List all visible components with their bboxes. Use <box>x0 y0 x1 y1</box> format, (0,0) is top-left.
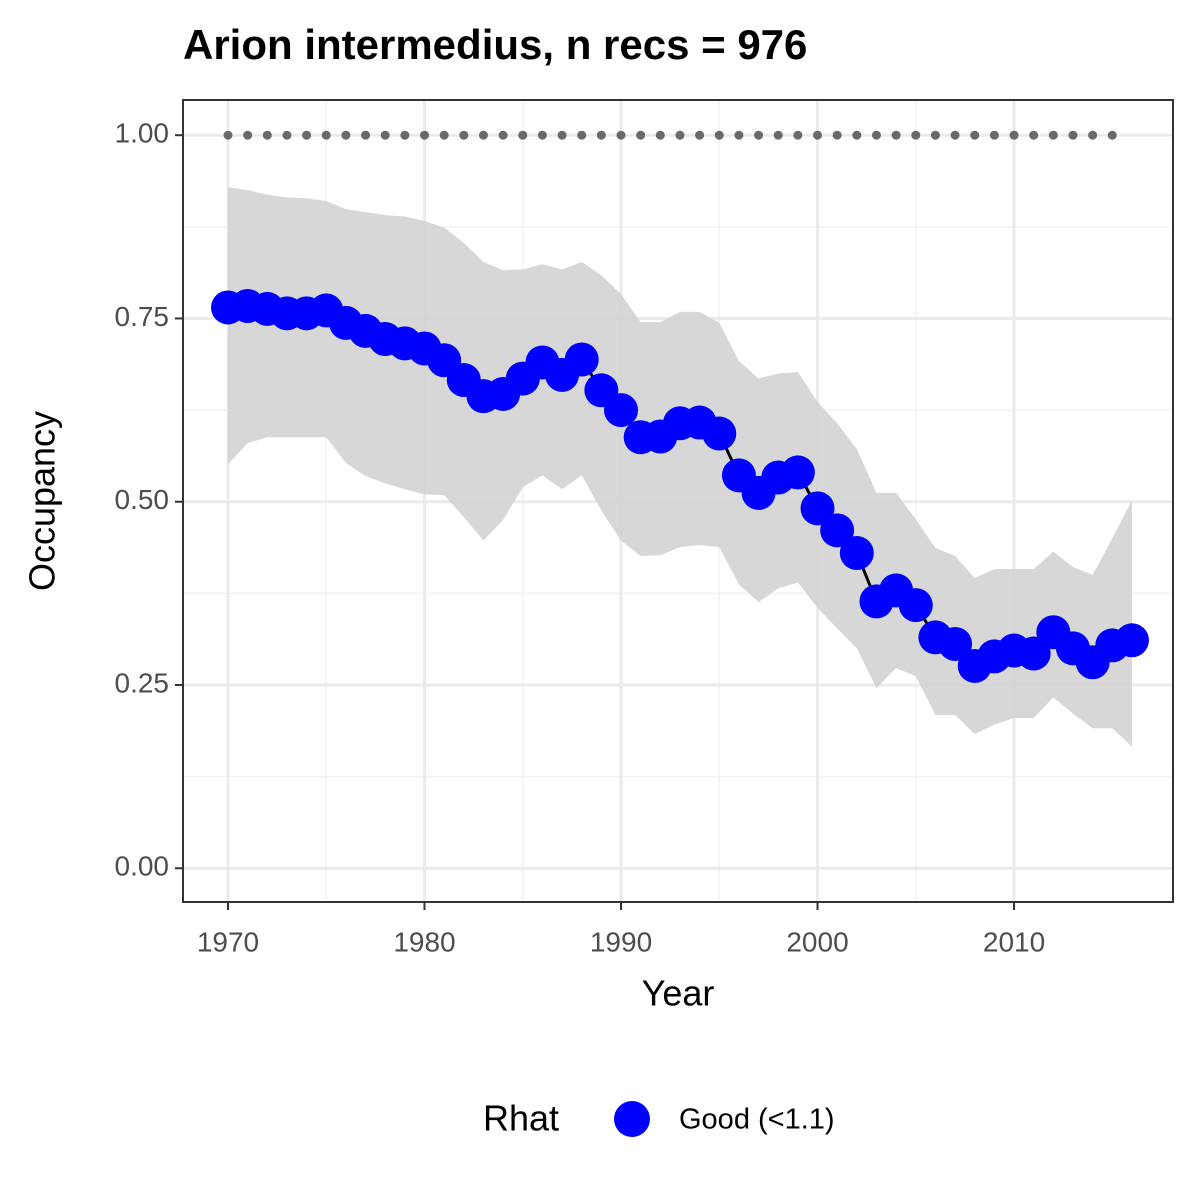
reference-dot <box>970 130 980 140</box>
reference-dot <box>596 130 606 140</box>
plot-border <box>182 99 1174 903</box>
reference-dot <box>655 130 665 140</box>
reference-dot <box>734 130 744 140</box>
reference-dot <box>1107 130 1117 140</box>
legend-title: Rhat <box>483 1098 559 1139</box>
reference-dot <box>439 130 449 140</box>
reference-dot <box>400 130 410 140</box>
reference-dot <box>793 130 803 140</box>
reference-dot <box>282 130 292 140</box>
y-axis-label: Occupancy <box>22 411 63 591</box>
reference-dot <box>498 130 508 140</box>
reference-dot <box>478 130 488 140</box>
reference-dot <box>636 130 646 140</box>
reference-dot <box>950 130 960 140</box>
data-point <box>839 536 874 571</box>
reference-dot <box>518 130 528 140</box>
x-tick-label: 1970 <box>197 926 259 957</box>
reference-dot <box>380 130 390 140</box>
data-point <box>800 491 835 526</box>
reference-dot <box>1048 130 1058 140</box>
reference-dot <box>341 130 351 140</box>
reference-dot <box>773 130 783 140</box>
data-point <box>604 393 639 428</box>
reference-dot <box>557 130 567 140</box>
x-tick-label: 2010 <box>983 926 1045 957</box>
reference-dot <box>871 130 881 140</box>
reference-dot <box>361 130 371 140</box>
reference-dot <box>243 130 253 140</box>
data-point <box>1114 623 1149 658</box>
chart-title: Arion intermedius, n recs = 976 <box>183 21 807 68</box>
reference-dot <box>1009 130 1019 140</box>
data-point <box>564 342 599 377</box>
reference-dot <box>459 130 469 140</box>
x-tick-label: 1990 <box>590 926 652 957</box>
y-tick-label: 0.75 <box>115 301 170 332</box>
reference-dot <box>911 130 921 140</box>
reference-dot <box>616 130 626 140</box>
data-point <box>780 455 815 490</box>
y-tick-label: 0.50 <box>115 484 170 515</box>
y-tick-label: 0.00 <box>115 851 170 882</box>
reference-dot <box>1068 130 1078 140</box>
data-point <box>938 626 973 661</box>
reference-dot <box>930 130 940 140</box>
reference-dot <box>754 130 764 140</box>
reference-dot <box>675 130 685 140</box>
y-tick-label: 1.00 <box>115 118 170 149</box>
reference-dot <box>302 130 312 140</box>
reference-dot <box>891 130 901 140</box>
reference-dot <box>714 130 724 140</box>
x-tick-label: 2000 <box>786 926 848 957</box>
data-point <box>898 588 933 623</box>
reference-dot <box>1088 130 1098 140</box>
reference-dot <box>420 130 430 140</box>
reference-dot <box>223 130 233 140</box>
legend-label: Good (<1.1) <box>679 1104 835 1136</box>
y-tick-label: 0.25 <box>115 667 170 698</box>
reference-dot <box>262 130 272 140</box>
reference-dot <box>1029 130 1039 140</box>
reference-dot <box>989 130 999 140</box>
reference-dot <box>852 130 862 140</box>
data-point <box>820 513 855 548</box>
reference-dot <box>537 130 547 140</box>
reference-dot <box>695 130 705 140</box>
x-tick-label: 1980 <box>393 926 455 957</box>
reference-dot <box>832 130 842 140</box>
x-axis-label: Year <box>642 973 715 1014</box>
reference-dot <box>577 130 587 140</box>
legend-marker <box>614 1101 650 1137</box>
reference-dot <box>813 130 823 140</box>
data-point <box>702 416 737 451</box>
reference-dot <box>321 130 331 140</box>
